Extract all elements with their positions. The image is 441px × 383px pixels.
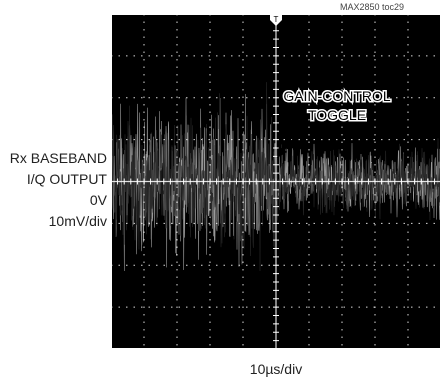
trigger-marker: T bbox=[270, 14, 282, 26]
y-label-line-1: Rx BASEBAND bbox=[9, 150, 107, 166]
y-label-line-2: I/Q OUTPUT bbox=[26, 171, 107, 187]
annotation-line-2: TOGGLE bbox=[308, 107, 366, 123]
oscilloscope-screen: T GAIN-CONTROL TOGGLE bbox=[111, 14, 441, 349]
y-label-scale: 10mV/div bbox=[48, 213, 107, 229]
annotation-arrow-head bbox=[277, 146, 287, 158]
x-axis-label: 10µs/div bbox=[249, 361, 303, 377]
figure-id: MAX2850 toc29 bbox=[340, 2, 405, 12]
y-label-zero-level: 0V bbox=[89, 192, 107, 208]
annotation-arrow-line bbox=[281, 125, 306, 153]
annotation-line-1: GAIN-CONTROL bbox=[283, 88, 391, 104]
svg-text:T: T bbox=[274, 15, 279, 24]
waveform-plot: T GAIN-CONTROL TOGGLE bbox=[111, 14, 441, 349]
annotation: GAIN-CONTROL TOGGLE bbox=[277, 87, 392, 158]
graticule bbox=[111, 14, 441, 349]
